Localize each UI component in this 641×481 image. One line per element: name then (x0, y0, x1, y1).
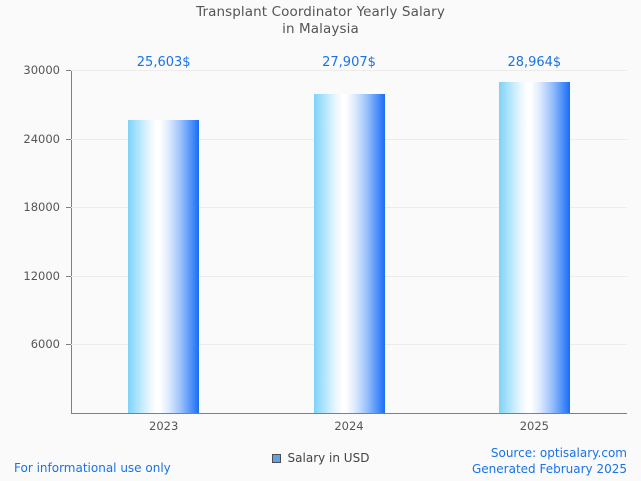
legend-item-label: Salary in USD (287, 451, 370, 465)
chart-title: Transplant Coordinator Yearly Salary in M… (0, 4, 641, 38)
chart-title-line-1: Transplant Coordinator Yearly Salary (196, 4, 445, 20)
gridline (71, 70, 627, 71)
plot-area (66, 70, 627, 413)
footer-generated-date: Generated February 2025 (471, 461, 627, 476)
y-axis-tick-mark (66, 207, 71, 209)
bar-2024[interactable] (313, 93, 385, 413)
x-axis-tick-label-2023: 2023 (149, 419, 179, 433)
bar-value-label-2025: 28,964$ (507, 55, 562, 70)
y-axis-tick-mark (66, 138, 71, 140)
y-axis-tick-mark (66, 70, 71, 71)
y-axis-tick-label: 6000 (30, 337, 60, 352)
footer-attribution: Source: optisalary.com Generated Februar… (472, 446, 627, 477)
y-axis-tick-mark (66, 275, 71, 277)
x-axis-line (71, 413, 627, 414)
chart-legend: Salary in USD (0, 451, 641, 465)
chart-title-line-2: in Malaysia (282, 21, 359, 37)
x-axis-tick-label-2024: 2024 (334, 419, 364, 433)
y-axis-tick-label: 12000 (23, 268, 60, 283)
y-axis-tick-mark (66, 344, 71, 346)
y-axis-tick-label: 24000 (23, 131, 60, 146)
y-axis-tick-label: 30000 (23, 63, 60, 77)
y-axis-tick-label: 18000 (23, 200, 60, 215)
footer-disclaimer: For informational use only (14, 461, 171, 475)
y-axis-line (71, 70, 72, 414)
bar-value-label-2023: 25,603$ (136, 55, 191, 70)
x-axis-tick-label-2025: 2025 (519, 419, 549, 433)
bar-value-label-2024: 27,907$ (322, 55, 376, 70)
legend-color-swatch-icon (271, 453, 281, 463)
bar-2023[interactable] (128, 120, 200, 413)
footer-source: Source: optisalary.com (490, 446, 627, 460)
bar-2025[interactable] (498, 81, 570, 413)
